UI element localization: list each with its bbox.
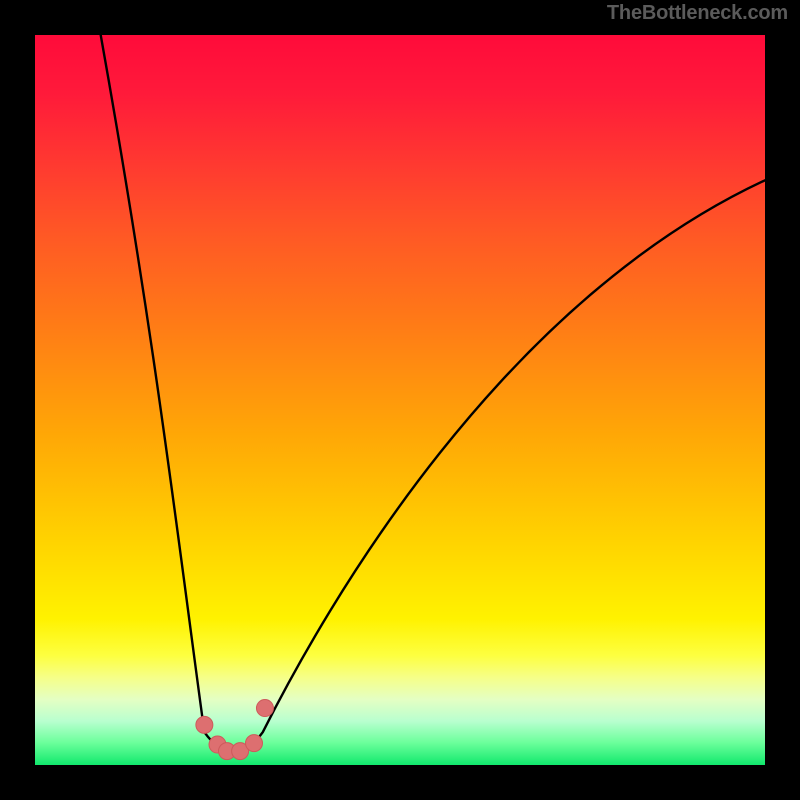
- watermark-text: TheBottleneck.com: [607, 2, 788, 25]
- marker-dot: [246, 735, 263, 752]
- chart-stage: TheBottleneck.com: [0, 0, 800, 800]
- bottleneck-chart: [0, 0, 800, 800]
- marker-dot: [196, 716, 213, 733]
- marker-dot: [256, 700, 273, 717]
- plot-background: [35, 35, 765, 765]
